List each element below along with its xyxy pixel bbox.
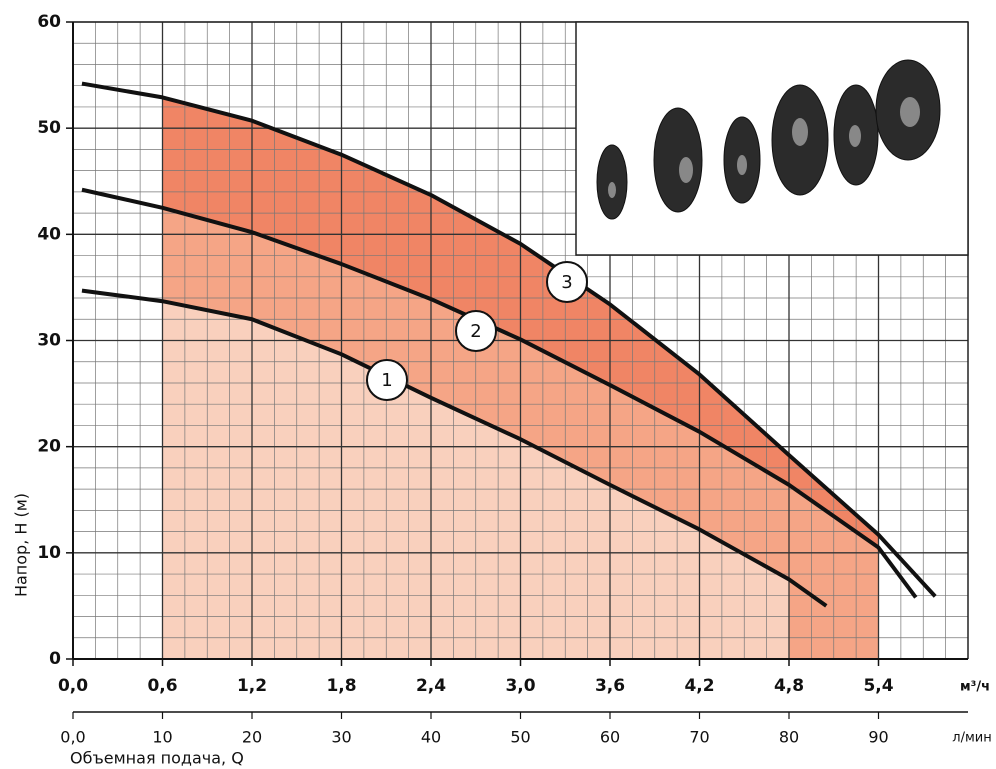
curve-label: 1 [381,370,392,391]
x2-tick-label: 20 [242,728,262,747]
y-tick-label: 50 [37,118,61,138]
x-axis-label: Объемная подача, Q [70,749,244,768]
pump-curve [81,187,918,599]
x-tick-label: 1,2 [237,676,267,696]
x2-tick-label: 0,0 [60,728,85,747]
y-tick-label: 60 [37,12,61,32]
x-tick-label: 1,8 [326,676,356,696]
x-tick-label: 0,0 [58,676,88,696]
x-tick-label: 2,4 [416,676,446,696]
curve-badge [546,261,588,303]
y-tick-label: 30 [37,331,61,351]
x2-tick-label: 30 [331,728,351,747]
curve-badge [366,359,408,401]
pump-curve [81,81,937,598]
y-axis-label: Напор, H (м) [12,493,31,597]
x-tick-label: 4,8 [774,676,804,696]
x-tick-label: 3,6 [595,676,625,696]
x-tick-label: 5,4 [863,676,893,696]
x-tick-label: 0,6 [147,676,177,696]
x2-unit: л/мин [952,731,991,746]
x-unit: м³/ч [960,680,990,695]
pump-curve [81,288,828,608]
curve-badge [455,310,497,352]
y-tick-label: 40 [37,224,61,244]
impeller-photo [575,21,969,256]
x2-tick-label: 70 [689,728,709,747]
x-tick-label: 3,0 [505,676,535,696]
x2-tick-label: 90 [868,728,888,747]
x2-tick-label: 60 [600,728,620,747]
y-tick-label: 10 [37,543,61,563]
x2-tick-label: 50 [510,728,530,747]
x-tick-label: 4,2 [684,676,714,696]
curve-label: 2 [470,321,481,342]
x2-tick-label: 80 [779,728,799,747]
curve-label: 3 [561,272,572,293]
x2-tick-label: 40 [421,728,441,747]
y-tick-label: 0 [49,649,61,669]
y-tick-label: 20 [37,437,61,457]
x2-tick-label: 10 [152,728,172,747]
